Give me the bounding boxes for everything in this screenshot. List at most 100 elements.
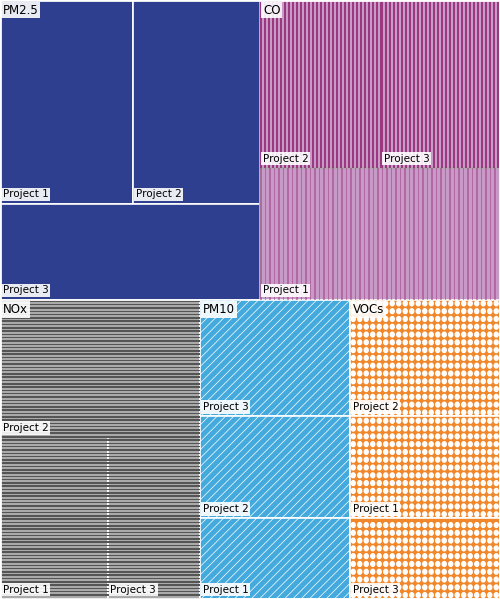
Circle shape <box>390 546 394 551</box>
Circle shape <box>397 355 401 360</box>
Circle shape <box>384 403 388 407</box>
Circle shape <box>358 512 362 516</box>
Circle shape <box>494 441 498 446</box>
Circle shape <box>397 426 401 431</box>
Circle shape <box>436 553 440 558</box>
Circle shape <box>423 538 427 543</box>
Circle shape <box>410 569 414 574</box>
Bar <box>0 360 200 361</box>
Circle shape <box>436 371 440 376</box>
Bar <box>108 459 200 461</box>
Circle shape <box>390 504 394 509</box>
Circle shape <box>358 316 362 321</box>
Circle shape <box>364 308 368 313</box>
Bar <box>108 485 200 487</box>
Circle shape <box>423 512 427 516</box>
Circle shape <box>429 457 433 462</box>
Bar <box>108 509 200 510</box>
Circle shape <box>482 488 486 493</box>
Bar <box>429 0 431 168</box>
Circle shape <box>462 340 466 344</box>
Bar <box>108 482 200 483</box>
Circle shape <box>429 410 433 415</box>
Circle shape <box>403 301 407 305</box>
Circle shape <box>358 480 362 485</box>
Circle shape <box>397 387 401 392</box>
Text: Project 1: Project 1 <box>3 189 49 199</box>
Circle shape <box>449 480 453 485</box>
Circle shape <box>351 449 355 454</box>
Circle shape <box>482 522 486 527</box>
Bar <box>0 505 108 507</box>
Bar <box>108 574 200 576</box>
Circle shape <box>410 434 414 438</box>
Circle shape <box>416 449 420 454</box>
Bar <box>0 330 200 332</box>
Circle shape <box>494 593 498 598</box>
Circle shape <box>410 449 414 454</box>
Circle shape <box>390 538 394 543</box>
Circle shape <box>468 418 472 423</box>
Circle shape <box>397 308 401 313</box>
Circle shape <box>423 324 427 329</box>
Circle shape <box>429 379 433 383</box>
Circle shape <box>494 480 498 485</box>
Bar <box>395 168 396 300</box>
Circle shape <box>416 569 420 574</box>
Bar <box>467 168 468 300</box>
Circle shape <box>449 340 453 344</box>
Circle shape <box>351 324 355 329</box>
Circle shape <box>468 531 472 536</box>
Circle shape <box>468 403 472 407</box>
Bar <box>108 479 200 480</box>
Bar <box>0 419 200 420</box>
Circle shape <box>436 387 440 392</box>
Bar <box>108 528 200 530</box>
Bar <box>481 0 483 168</box>
Circle shape <box>488 473 492 477</box>
Circle shape <box>358 553 362 558</box>
Circle shape <box>384 340 388 344</box>
Circle shape <box>429 531 433 536</box>
Circle shape <box>488 480 492 485</box>
Circle shape <box>416 308 420 313</box>
Circle shape <box>370 593 375 598</box>
Circle shape <box>429 504 433 509</box>
Bar <box>449 168 450 300</box>
Circle shape <box>494 465 498 470</box>
Circle shape <box>416 347 420 352</box>
Circle shape <box>423 355 427 360</box>
Circle shape <box>462 418 466 423</box>
Circle shape <box>494 434 498 438</box>
Bar <box>0 397 200 398</box>
Circle shape <box>442 340 446 344</box>
Circle shape <box>390 553 394 558</box>
Circle shape <box>390 488 394 493</box>
Circle shape <box>436 496 440 501</box>
Circle shape <box>397 340 401 344</box>
Circle shape <box>403 569 407 574</box>
Circle shape <box>475 387 479 392</box>
Circle shape <box>456 488 460 493</box>
Circle shape <box>378 593 382 598</box>
Circle shape <box>351 387 355 392</box>
Bar <box>386 168 388 300</box>
Circle shape <box>475 473 479 477</box>
Circle shape <box>475 496 479 501</box>
Circle shape <box>462 308 466 313</box>
Circle shape <box>351 340 355 344</box>
Circle shape <box>468 593 472 598</box>
Circle shape <box>358 488 362 493</box>
Circle shape <box>358 473 362 477</box>
Circle shape <box>456 522 460 527</box>
Circle shape <box>494 355 498 360</box>
Bar <box>276 0 278 168</box>
Circle shape <box>482 394 486 399</box>
Circle shape <box>462 347 466 352</box>
Circle shape <box>378 355 382 360</box>
Circle shape <box>390 434 394 438</box>
Bar <box>441 0 443 168</box>
Circle shape <box>416 577 420 582</box>
Circle shape <box>475 593 479 598</box>
Circle shape <box>351 301 355 305</box>
